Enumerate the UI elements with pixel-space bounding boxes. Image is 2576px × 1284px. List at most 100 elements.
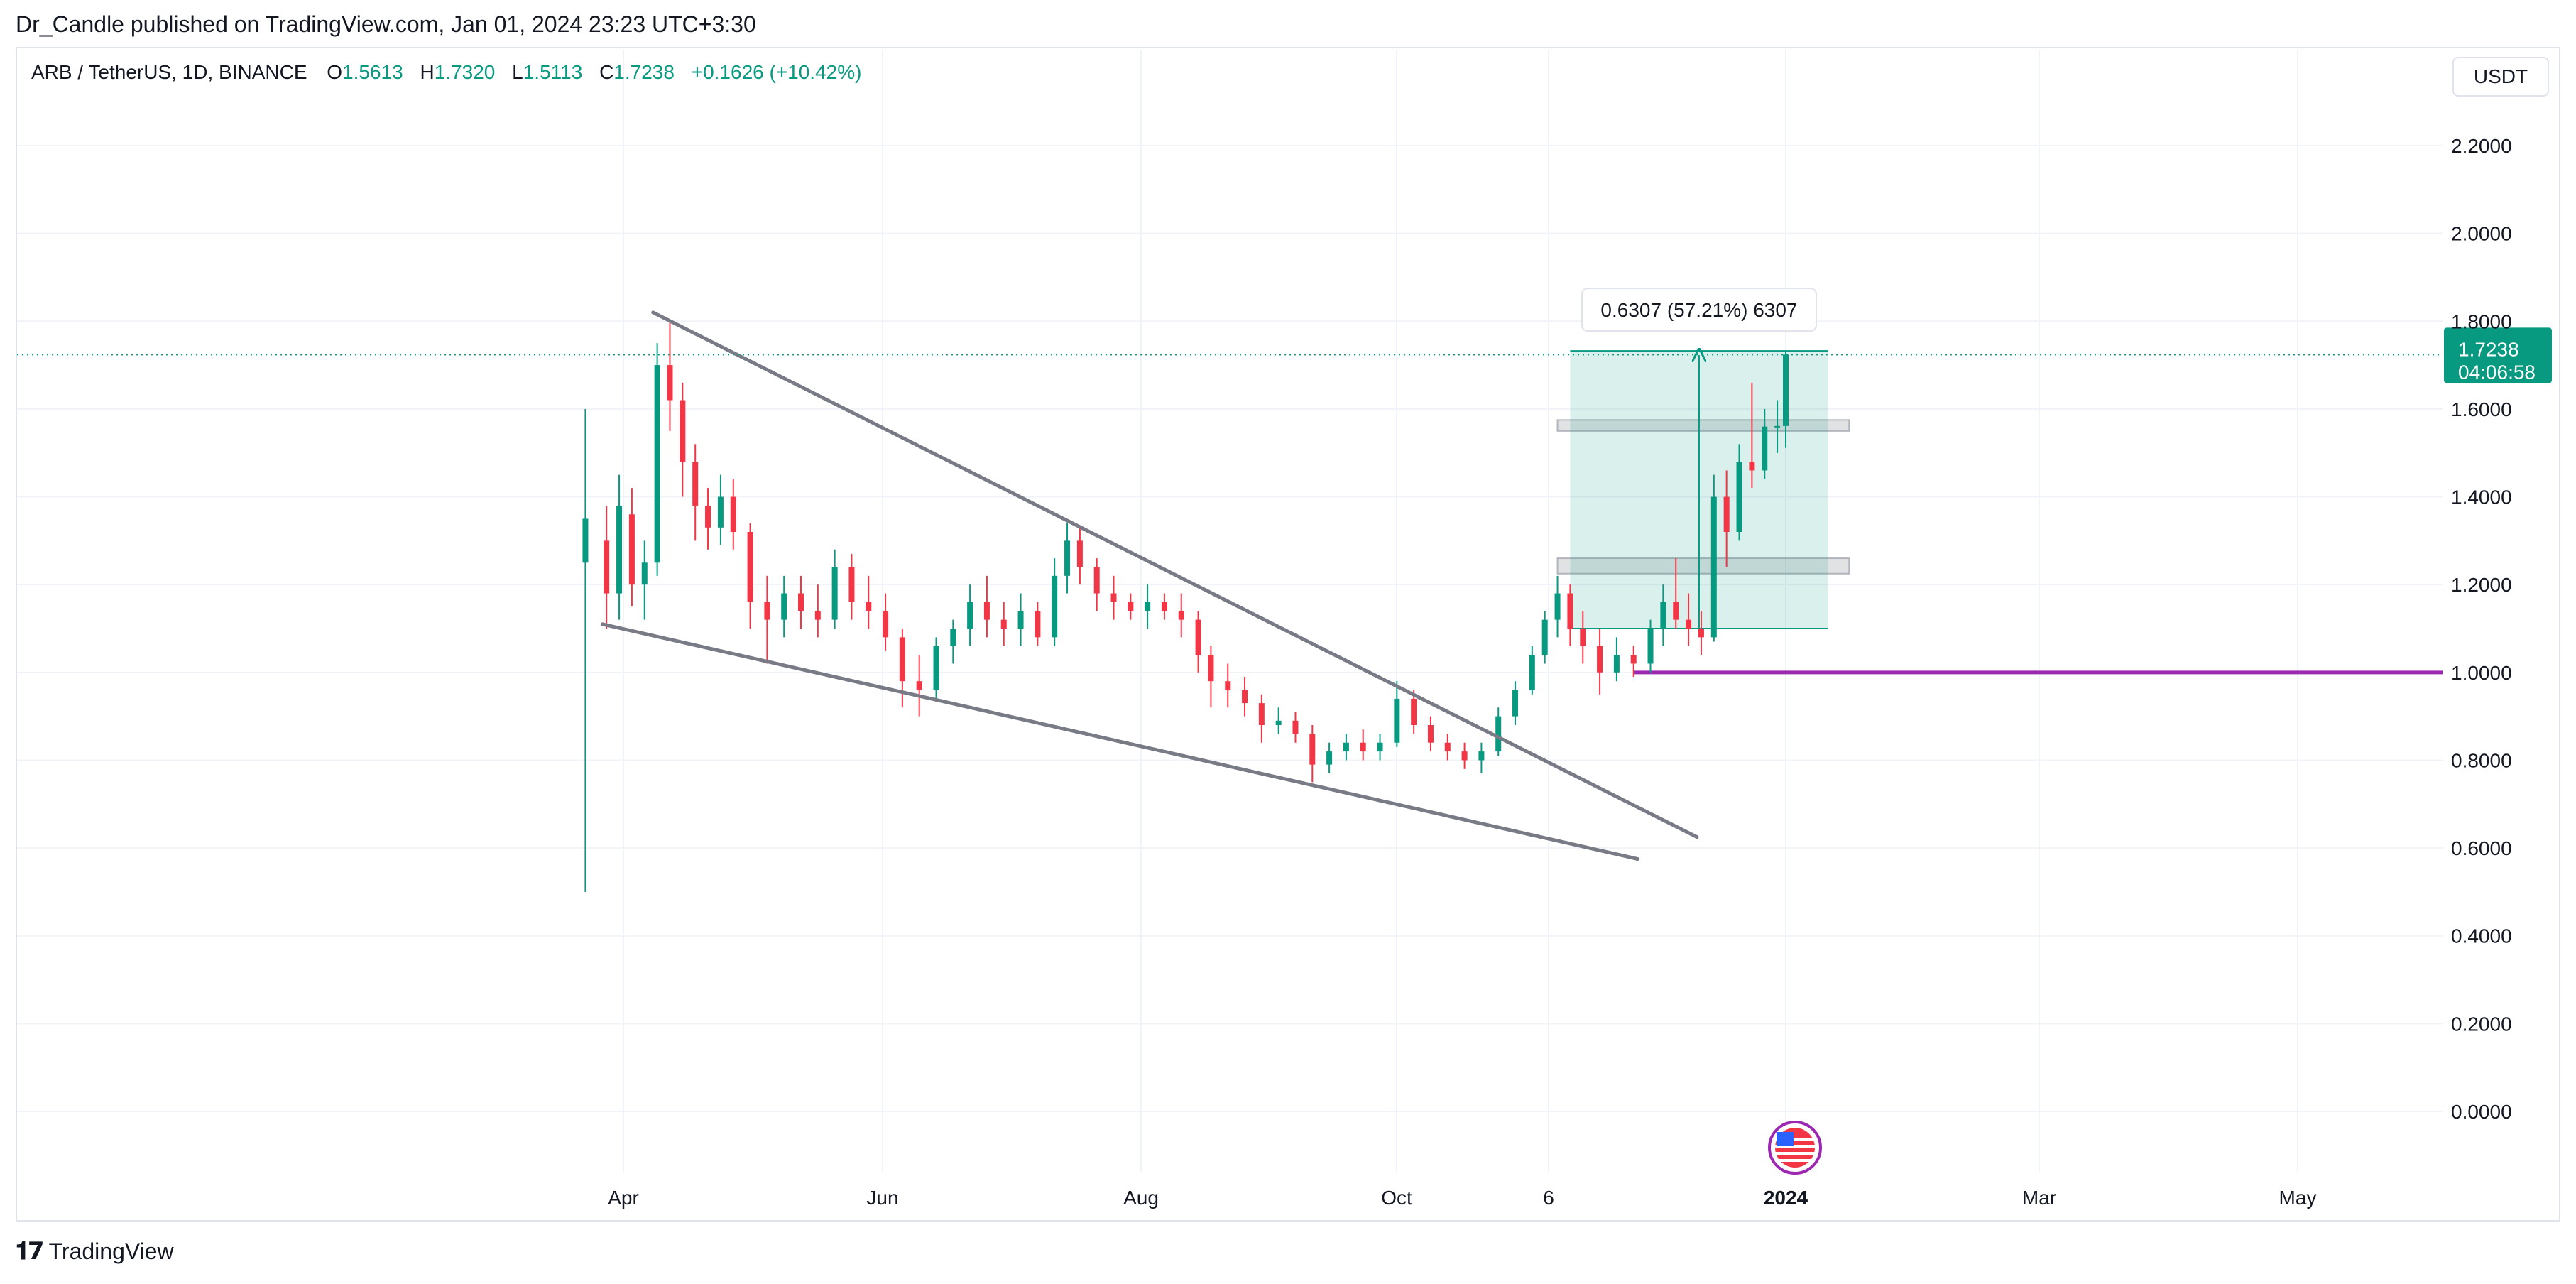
x-tick-label: Apr [608,1187,639,1209]
candle [1309,725,1316,783]
candle [705,488,711,550]
candle [1411,690,1417,734]
x-tick-label: Oct [1381,1187,1412,1209]
us-flag-event-icon[interactable] [1768,1121,1822,1175]
y-tick-label: 0.2000 [2451,1013,2512,1035]
high-value: 1.7320 [434,61,496,83]
tradingview-logo[interactable]: 𝟏𝟳 TradingView [16,1237,174,1266]
trendline-upper [651,310,1699,839]
candle [1000,602,1007,646]
candle [1774,400,1781,453]
candle [1597,629,1603,695]
candle [831,549,838,629]
price-range-measure[interactable]: 0.6307 (57.21%) 6307 [1570,288,1828,629]
candle [667,321,673,431]
candle [798,575,804,629]
candle [967,584,973,646]
candle [654,343,660,576]
candle [1093,558,1100,611]
y-tick-label: 0.8000 [2451,749,2512,771]
candle [1076,527,1083,585]
candle [1444,734,1451,761]
x-tick-label: Mar [2022,1187,2056,1209]
trendline-lower [600,622,1640,861]
candle [641,540,648,620]
candle [1613,637,1620,682]
highlight-zones [1556,419,1850,575]
candle [1686,593,1692,646]
close-label: C [599,61,614,83]
candle [814,584,821,638]
grey-zone [1556,419,1850,432]
candle [692,444,699,541]
tradingview-brand: TradingView [48,1238,174,1264]
candle [1461,742,1468,769]
candle [983,575,990,638]
y-tick-label: 0.0000 [2451,1101,2512,1123]
candle [717,474,724,545]
candle [1128,593,1134,620]
candle [628,488,635,607]
grid-lines [17,50,2443,1172]
x-tick-label: Aug [1123,1187,1159,1209]
low-value: 1.5113 [523,61,583,83]
symbol-legend: ARB / TetherUS, 1D, BINANCE O1.5613 H1.7… [31,61,873,84]
candlestick-series [582,321,1789,892]
candle [730,479,736,550]
candle [1394,681,1400,747]
measure-label-box [1581,288,1817,332]
candle [1673,558,1679,629]
candle [1567,584,1573,646]
grey-zone [1556,557,1850,575]
candle [1495,707,1502,756]
open-label: O [327,61,343,83]
candle [1326,742,1333,773]
candle [1258,694,1265,743]
y-tick-label: 0.4000 [2451,925,2512,947]
open-value: 1.5613 [342,61,403,83]
candle [1035,602,1041,646]
symbol-title[interactable]: ARB / TetherUS, 1D, BINANCE [31,61,307,83]
trendlines[interactable] [600,310,1699,861]
x-tick-label: 6 [1543,1187,1554,1209]
candle [1529,646,1535,695]
candle [1762,408,1768,479]
last-price-value: 1.7238 [2458,338,2519,360]
candle [883,593,889,651]
flag-canton [1777,1132,1794,1146]
close-value: 1.7238 [613,61,675,83]
x-tick-label: May [2279,1187,2317,1209]
candle [1749,382,1755,489]
high-label: H [420,61,435,83]
candle [1783,351,1789,448]
candle [950,619,956,664]
published-by-line: Dr_Candle published on TradingView.com, … [16,11,756,37]
chart-pane[interactable] [16,47,2560,1222]
candle [1017,593,1024,646]
candle [1554,575,1561,638]
time-axis[interactable]: Apr Jun Aug Oct 6 2024 Mar May [608,1187,2316,1209]
candle [848,553,855,620]
candle [616,474,623,620]
candle [1647,619,1654,673]
candle [1275,707,1282,734]
y-tick-label: 1.0000 [2451,662,2512,684]
candle [781,575,787,638]
candle [933,637,939,699]
candle [866,575,872,629]
candle [1478,742,1485,773]
y-tick-label: 1.2000 [2451,574,2512,596]
currency-selector[interactable]: USDT [2452,57,2549,97]
price-axis[interactable]: 2.2000 2.0000 1.8000 1.6000 1.4000 1.2000 1.00… [2451,135,2512,1123]
candle [1360,729,1366,761]
y-tick-label: 1.8000 [2451,310,2512,332]
y-tick-label: 1.4000 [2451,486,2512,508]
candle [1195,611,1201,673]
candle [604,505,610,629]
measure-label: 0.6307 (57.21%) 6307 [1600,299,1797,321]
low-label: L [512,61,523,83]
candle [1064,523,1071,594]
candle [680,382,686,497]
candle [1377,734,1383,761]
